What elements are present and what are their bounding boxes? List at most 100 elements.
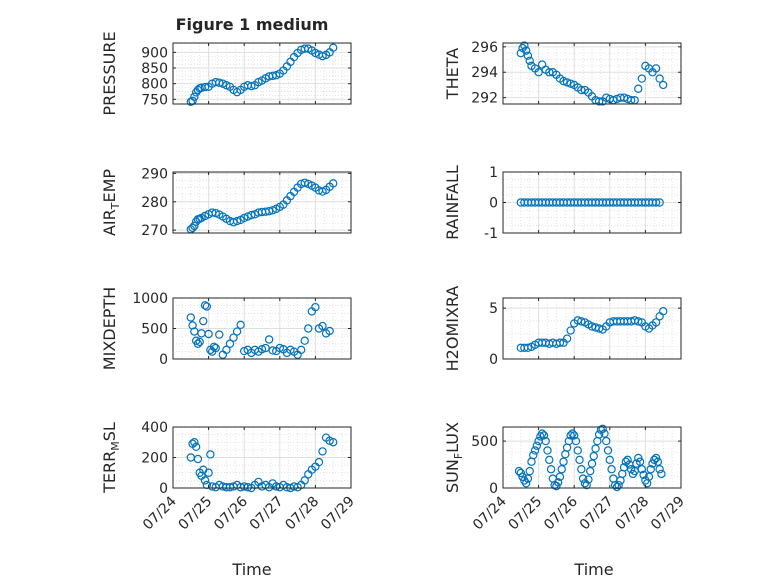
data-point xyxy=(614,480,623,490)
data-point xyxy=(534,68,543,77)
y-tick-label: 290 xyxy=(141,166,168,182)
y-axis-label: THETA xyxy=(443,48,462,100)
data-point xyxy=(318,321,327,331)
data-point xyxy=(634,84,643,93)
y-tick-label: 1000 xyxy=(132,291,168,307)
y-tick-label: 0 xyxy=(489,352,498,368)
data-point xyxy=(202,302,212,311)
subplot-air_temp: 270 280 290 AIRTEMP xyxy=(100,166,352,239)
data-point xyxy=(329,179,338,188)
data-point xyxy=(190,92,199,102)
y-axis-label: SUNFLUX xyxy=(443,422,465,493)
data-point xyxy=(268,346,277,355)
y-tick-label: 500 xyxy=(471,434,498,450)
data-point xyxy=(612,482,622,492)
y-axis-label: RAINFALL xyxy=(443,165,462,240)
data-point xyxy=(257,345,267,354)
data-point xyxy=(188,223,197,233)
data-point xyxy=(190,221,199,231)
data-point xyxy=(215,330,224,339)
data-point xyxy=(570,431,579,440)
data-point xyxy=(573,446,582,455)
data-point xyxy=(651,64,661,73)
data-point xyxy=(325,326,334,336)
data-point xyxy=(537,429,547,438)
data-point xyxy=(204,468,213,477)
data-point xyxy=(577,85,586,95)
data-point xyxy=(568,429,577,438)
data-point xyxy=(578,474,588,483)
y-tick-label: -1 xyxy=(484,226,498,242)
data-point xyxy=(200,476,210,485)
data-markers xyxy=(516,307,668,353)
x-tick-label: 07/25 xyxy=(506,494,546,534)
y-axis-label: MIXDEPTH xyxy=(100,287,119,370)
data-point xyxy=(553,478,563,487)
data-point xyxy=(582,480,591,490)
data-point xyxy=(637,465,647,474)
y-tick-label: 5 xyxy=(489,301,498,317)
data-point xyxy=(318,447,327,456)
data-point xyxy=(236,320,245,330)
data-point xyxy=(525,56,534,65)
data-point xyxy=(523,343,533,353)
y-tick-label: 270 xyxy=(141,223,168,239)
data-point xyxy=(204,329,213,339)
data-point xyxy=(329,438,338,447)
axes-frame xyxy=(502,426,682,489)
subplot-sun_flux: 0 500 SUNFLUX07/2407/2507/2607/2707/2807/2… xyxy=(443,422,688,533)
data-point xyxy=(577,317,586,326)
y-tick-label: 0 xyxy=(159,352,168,368)
data-point xyxy=(186,313,195,322)
data-point xyxy=(610,480,620,490)
data-point xyxy=(543,446,552,455)
data-point xyxy=(602,93,611,102)
data-point xyxy=(314,457,324,467)
data-point xyxy=(525,466,534,476)
data-point xyxy=(200,82,210,92)
data-point xyxy=(605,455,615,465)
data-point xyxy=(529,450,538,460)
data-point xyxy=(206,450,215,459)
y-tick-label: 400 xyxy=(141,420,168,436)
data-point xyxy=(644,472,654,481)
data-point xyxy=(539,431,549,440)
data-point xyxy=(229,333,238,342)
data-point xyxy=(655,198,664,207)
data-point xyxy=(521,479,531,488)
data-point xyxy=(188,321,197,330)
y-tick-label: 500 xyxy=(141,322,168,338)
data-point xyxy=(521,46,531,55)
data-point xyxy=(653,457,663,466)
y-tick-label: 296 xyxy=(471,40,498,56)
data-point xyxy=(655,465,664,474)
y-tick-label: 750 xyxy=(141,92,168,108)
data-point xyxy=(545,455,554,465)
data-point xyxy=(247,210,256,220)
y-axis-label: PRESSURE xyxy=(100,31,119,115)
y-axis-label: AIRTEMP xyxy=(100,169,122,236)
data-point xyxy=(215,78,224,87)
data-point xyxy=(600,429,609,438)
data-point xyxy=(587,459,597,468)
data-markers xyxy=(186,301,334,359)
data-point xyxy=(659,80,668,90)
data-point xyxy=(300,476,309,485)
y-tick-label: 280 xyxy=(141,195,168,211)
y-tick-label: 292 xyxy=(471,91,498,107)
data-point xyxy=(603,446,613,455)
data-point xyxy=(651,318,661,327)
data-point xyxy=(523,51,533,60)
data-point xyxy=(520,41,529,50)
data-point xyxy=(639,470,648,480)
data-point xyxy=(516,48,526,58)
x-tick-label: 07/28 xyxy=(612,494,652,534)
data-point xyxy=(200,301,210,310)
data-point xyxy=(532,441,542,450)
x-tick-label: 07/24 xyxy=(140,493,180,533)
data-point xyxy=(541,436,550,446)
data-point xyxy=(275,343,284,353)
